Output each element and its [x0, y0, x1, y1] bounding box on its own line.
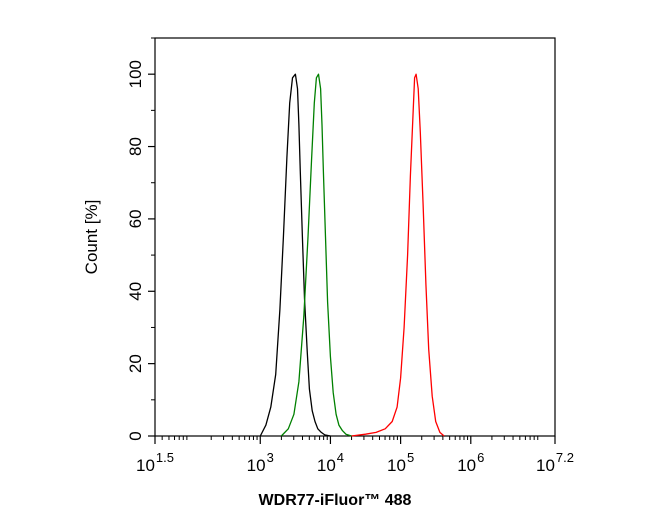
series-line-2 [280, 73, 352, 437]
x-axis: 101.5 103 104 105 106 107.2 [136, 436, 574, 475]
y-axis-title: Count [%] [82, 200, 101, 275]
series-group [259, 73, 445, 437]
series-line-3 [351, 73, 445, 437]
y-tick-label: 100 [126, 60, 145, 88]
series-line-1 [259, 73, 331, 437]
y-axis: 0 20 40 60 80 100 [126, 37, 155, 441]
y-tick-label: 0 [126, 431, 145, 440]
x-tick-label: 105 [387, 450, 414, 475]
x-tick-label: 104 [317, 450, 344, 475]
y-tick-label: 20 [126, 354, 145, 373]
y-tick-label: 80 [126, 137, 145, 156]
y-tick-label: 40 [126, 282, 145, 301]
x-tick-label: 106 [457, 450, 484, 475]
y-tick-label: 60 [126, 209, 145, 228]
plot-border [154, 37, 556, 437]
x-tick-label: 107.2 [536, 450, 574, 475]
x-tick-label: 103 [247, 450, 274, 475]
plot-frame [154, 37, 556, 437]
x-tick-label: 101.5 [136, 450, 174, 475]
x-axis-title: WDR77-iFluor™ 488 [259, 492, 412, 509]
